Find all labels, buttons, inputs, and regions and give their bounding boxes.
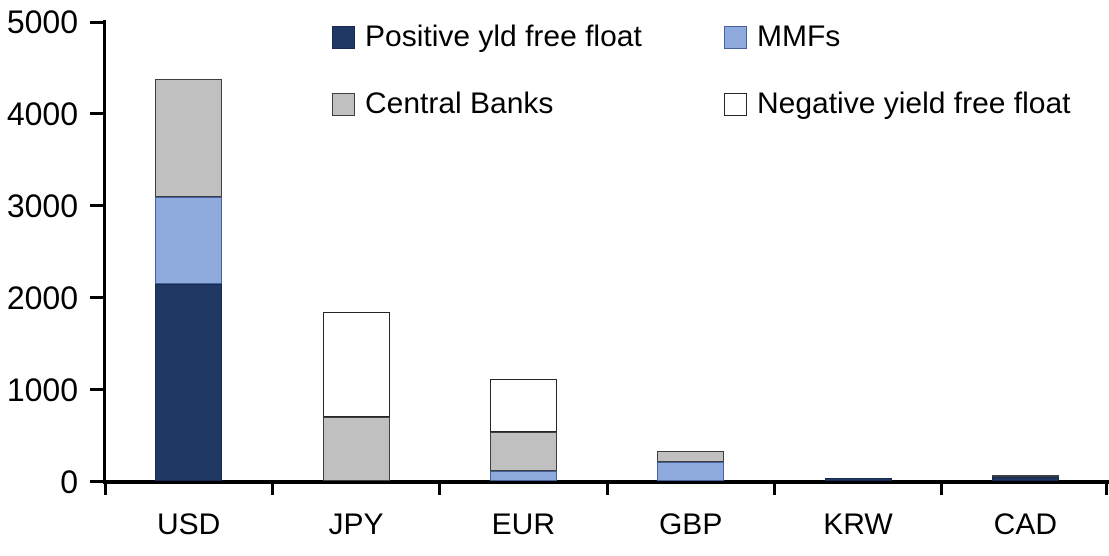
legend-swatch	[724, 92, 747, 116]
x-tick-mark	[605, 482, 609, 495]
legend-swatch	[332, 25, 355, 49]
bar-segment-central-banks	[991, 475, 1059, 478]
x-tick-mark	[1104, 482, 1108, 495]
x-category-label: JPY	[328, 508, 384, 541]
x-tick-mark	[438, 482, 442, 495]
x-tick-mark	[940, 482, 944, 495]
bar-segment-mmfs	[657, 461, 725, 482]
y-tick-label: 1000	[6, 371, 78, 408]
legend-label: MMFs	[757, 20, 841, 53]
x-category-label: EUR	[491, 508, 555, 541]
legend-label: Positive yld free float	[365, 20, 642, 53]
x-tick-mark	[270, 482, 274, 495]
y-tick-label: 2000	[6, 279, 78, 316]
legend-swatch	[724, 25, 747, 49]
y-tick-mark	[90, 388, 104, 392]
x-category-label: USD	[156, 508, 221, 541]
bar-segment-positive-yld-free-float	[824, 477, 892, 482]
y-tick-mark	[90, 112, 104, 116]
y-tick-label: 4000	[6, 95, 78, 132]
legend-swatch	[332, 92, 355, 116]
x-category-label: KRW	[823, 508, 893, 541]
y-tick-mark	[90, 480, 104, 483]
x-axis-line	[102, 480, 1109, 484]
x-category-label: GBP	[658, 508, 723, 541]
y-axis-line	[102, 20, 106, 483]
x-category-label: CAD	[993, 508, 1057, 541]
y-tick-mark	[90, 204, 104, 208]
y-tick-label: 5000	[6, 4, 78, 40]
bar-segment-mmfs	[489, 471, 557, 482]
legend-item: Positive yld free float	[332, 20, 642, 54]
bar-segment-central-banks	[489, 431, 557, 472]
y-tick-mark	[90, 20, 104, 24]
legend-label: Negative yield free float	[757, 87, 1071, 120]
legend-item: Central Banks	[332, 87, 553, 121]
bar-segment-negative-yield-free-float	[322, 312, 390, 418]
legend-item: Negative yield free float	[724, 87, 1071, 121]
legend-item: MMFs	[724, 20, 840, 54]
legend-label: Central Banks	[365, 87, 554, 120]
x-tick-mark	[103, 482, 107, 495]
bar-segment-positive-yld-free-float	[991, 477, 1059, 482]
bar-segment-central-banks	[322, 417, 390, 482]
y-tick-mark	[90, 296, 104, 300]
x-tick-mark	[772, 482, 776, 495]
bar-segment-central-banks	[657, 451, 725, 462]
bar-segment-negative-yield-free-float	[489, 379, 557, 432]
bar-segment-positive-yld-free-float	[155, 283, 223, 482]
y-tick-label: 0	[60, 463, 78, 500]
y-tick-label: 3000	[6, 187, 78, 224]
bar-segment-central-banks	[155, 78, 223, 197]
bar-segment-mmfs	[155, 196, 223, 284]
